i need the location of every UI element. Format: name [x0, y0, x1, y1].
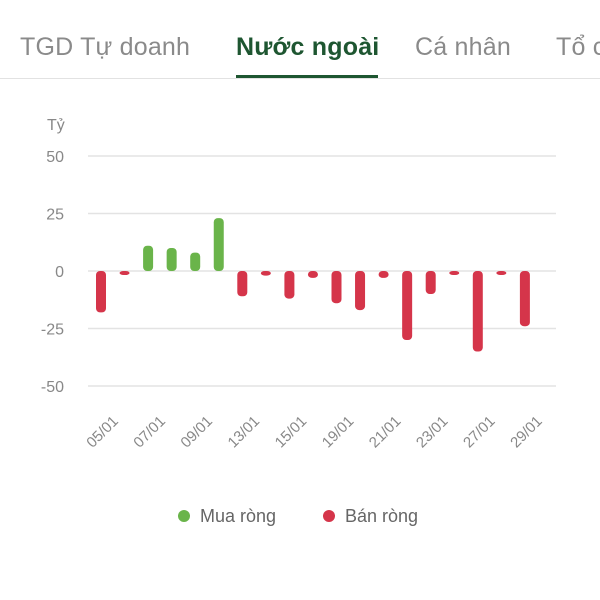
y-axis-unit: Tỷ: [47, 117, 65, 134]
x-tick-label: 19/01: [319, 413, 358, 452]
x-tick-label: 27/01: [460, 413, 499, 452]
bar-mua-rong[interactable]: [190, 253, 200, 271]
bar-mua-rong[interactable]: [214, 218, 224, 271]
bar-ban-rong[interactable]: [379, 271, 389, 278]
legend-dot-red: [323, 510, 335, 522]
tab-to-chuc[interactable]: Tổ c: [556, 30, 600, 64]
bar-mua-rong[interactable]: [167, 248, 177, 271]
bar-ban-rong[interactable]: [261, 271, 271, 276]
x-tick-label: 09/01: [177, 413, 216, 452]
x-tick-label: 13/01: [225, 413, 264, 452]
chart-legend: Mua ròng Bán ròng: [0, 503, 600, 529]
bar-ban-rong[interactable]: [426, 271, 436, 294]
legend-dot-green: [178, 510, 190, 522]
tab-nuoc-ngoai[interactable]: Nước ngoài: [236, 30, 379, 64]
y-tick-label: -50: [41, 379, 64, 396]
y-tick-label: 50: [46, 149, 64, 166]
x-tick-label: 21/01: [366, 413, 405, 452]
net-trading-bar-chart: Tỷ 50 25 0 -25 -50 05/01 07/01 09/01 13/01 15/01 19…: [0, 80, 600, 500]
bar-ban-rong[interactable]: [520, 271, 530, 326]
x-tick-label: 07/01: [130, 413, 169, 452]
bar-ban-rong[interactable]: [496, 271, 506, 275]
legend-label-mua-rong: Mua ròng: [200, 506, 276, 527]
tabs-divider: [0, 78, 600, 79]
x-tick-label: 15/01: [272, 413, 311, 452]
tab-bar: TGD Tự doanh Nước ngoài Cá nhân Tổ c: [0, 0, 600, 80]
tab-tgd-tu-doanh[interactable]: TGD Tự doanh: [20, 30, 190, 64]
bar-ban-rong[interactable]: [284, 271, 294, 299]
bar-mua-rong[interactable]: [143, 246, 153, 271]
bar-ban-rong[interactable]: [332, 271, 342, 303]
legend-item-ban-rong[interactable]: Bán ròng: [323, 503, 418, 529]
bar-ban-rong[interactable]: [308, 271, 318, 278]
x-tick-label: 23/01: [413, 413, 452, 452]
bar-ban-rong[interactable]: [473, 271, 483, 352]
bar-ban-rong[interactable]: [96, 271, 106, 312]
tab-ca-nhan[interactable]: Cá nhân: [415, 30, 511, 64]
y-tick-label: 0: [55, 264, 64, 281]
y-tick-label: -25: [41, 322, 64, 339]
x-tick-label: 05/01: [83, 413, 122, 452]
legend-item-mua-rong[interactable]: Mua ròng: [178, 503, 276, 529]
bar-ban-rong[interactable]: [402, 271, 412, 340]
x-tick-label: 29/01: [507, 413, 546, 452]
y-tick-label: 25: [46, 207, 64, 224]
bar-ban-rong[interactable]: [120, 271, 130, 275]
legend-label-ban-rong: Bán ròng: [345, 506, 418, 527]
bar-ban-rong[interactable]: [449, 271, 459, 275]
bar-ban-rong[interactable]: [355, 271, 365, 310]
bar-ban-rong[interactable]: [237, 271, 247, 296]
